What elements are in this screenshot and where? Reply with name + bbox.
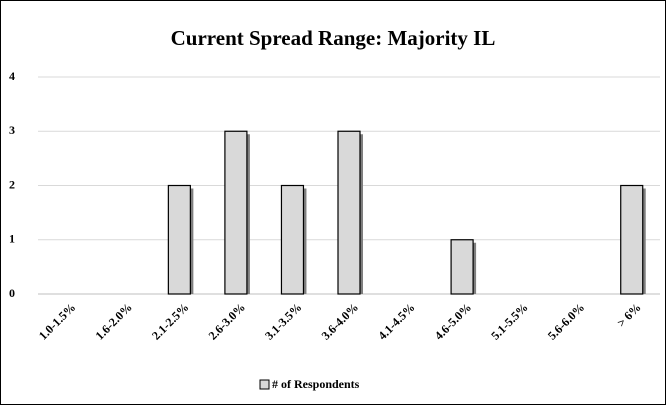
bar xyxy=(280,184,305,295)
legend-label: # of Respondents xyxy=(272,377,360,391)
y-tick-label: 3 xyxy=(9,123,15,137)
chart-title: Current Spread Range: Majority IL xyxy=(171,26,496,50)
bar xyxy=(224,130,248,295)
bar xyxy=(337,130,361,295)
legend-swatch xyxy=(259,379,270,390)
bar xyxy=(450,239,474,295)
y-tick-label: 2 xyxy=(9,177,15,191)
bar xyxy=(167,184,191,295)
y-tick-label: 1 xyxy=(9,232,15,246)
y-tick-label: 0 xyxy=(9,286,15,300)
bar xyxy=(620,184,644,295)
y-tick-label: 4 xyxy=(9,69,15,83)
